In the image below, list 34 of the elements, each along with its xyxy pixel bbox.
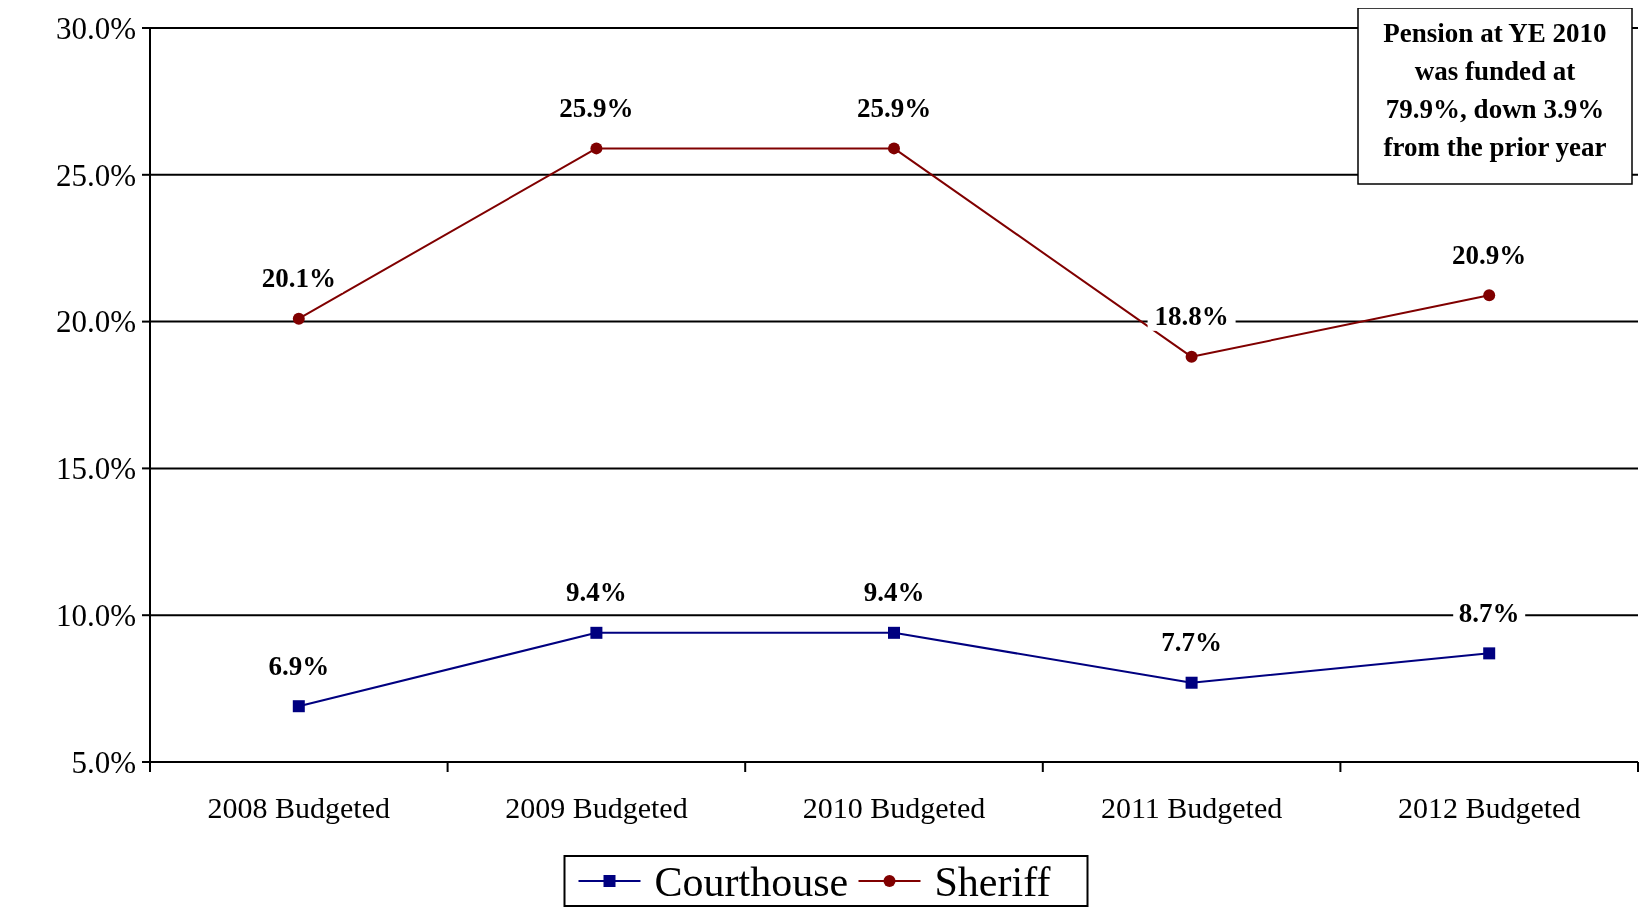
x-tick-label: 2011 Budgeted xyxy=(1100,791,1283,824)
data-label: 20.9% xyxy=(1452,239,1527,270)
y-tick-label: 15.0% xyxy=(55,451,136,487)
data-label: 20.1% xyxy=(261,263,336,294)
legend-label: Sheriff xyxy=(934,858,1051,905)
y-tick-label: 10.0% xyxy=(55,598,136,634)
point xyxy=(292,700,305,713)
x-tick-label: 2012 Budgeted xyxy=(1397,791,1581,824)
x-tick-label: 2009 Budgeted xyxy=(505,791,688,824)
data-label: 9.4% xyxy=(863,577,925,608)
data-label: 18.8% xyxy=(1154,301,1229,332)
point xyxy=(888,142,900,155)
point xyxy=(590,142,603,155)
point xyxy=(590,626,603,639)
data-label: 9.4% xyxy=(566,577,627,608)
point xyxy=(1483,647,1496,660)
y-tick-label: 25.0% xyxy=(55,157,136,193)
point xyxy=(292,312,305,325)
annotation: Pension at YE 2010 was funded at 79.9%, down 3.9% from the prior year xyxy=(1383,18,1607,162)
legend-label: Courthouse xyxy=(654,858,849,905)
point xyxy=(1483,289,1496,302)
x-tick-label: 2010 Budgeted xyxy=(802,791,986,824)
y-tick-label: 20.0% xyxy=(55,304,136,340)
x-tick-label: 2008 Budgeted xyxy=(207,791,391,824)
point xyxy=(1185,676,1198,689)
data-label: 8.7% xyxy=(1458,597,1520,628)
y-tick-label: 30.0% xyxy=(55,10,136,46)
point xyxy=(1185,350,1198,363)
data-label: 25.9% xyxy=(856,92,932,123)
data-label: 7.7% xyxy=(1161,627,1222,658)
point xyxy=(888,626,900,639)
data-label: 6.9% xyxy=(268,650,330,681)
y-tick-label: 5.0% xyxy=(71,744,136,780)
data-label: 25.9% xyxy=(559,92,634,123)
